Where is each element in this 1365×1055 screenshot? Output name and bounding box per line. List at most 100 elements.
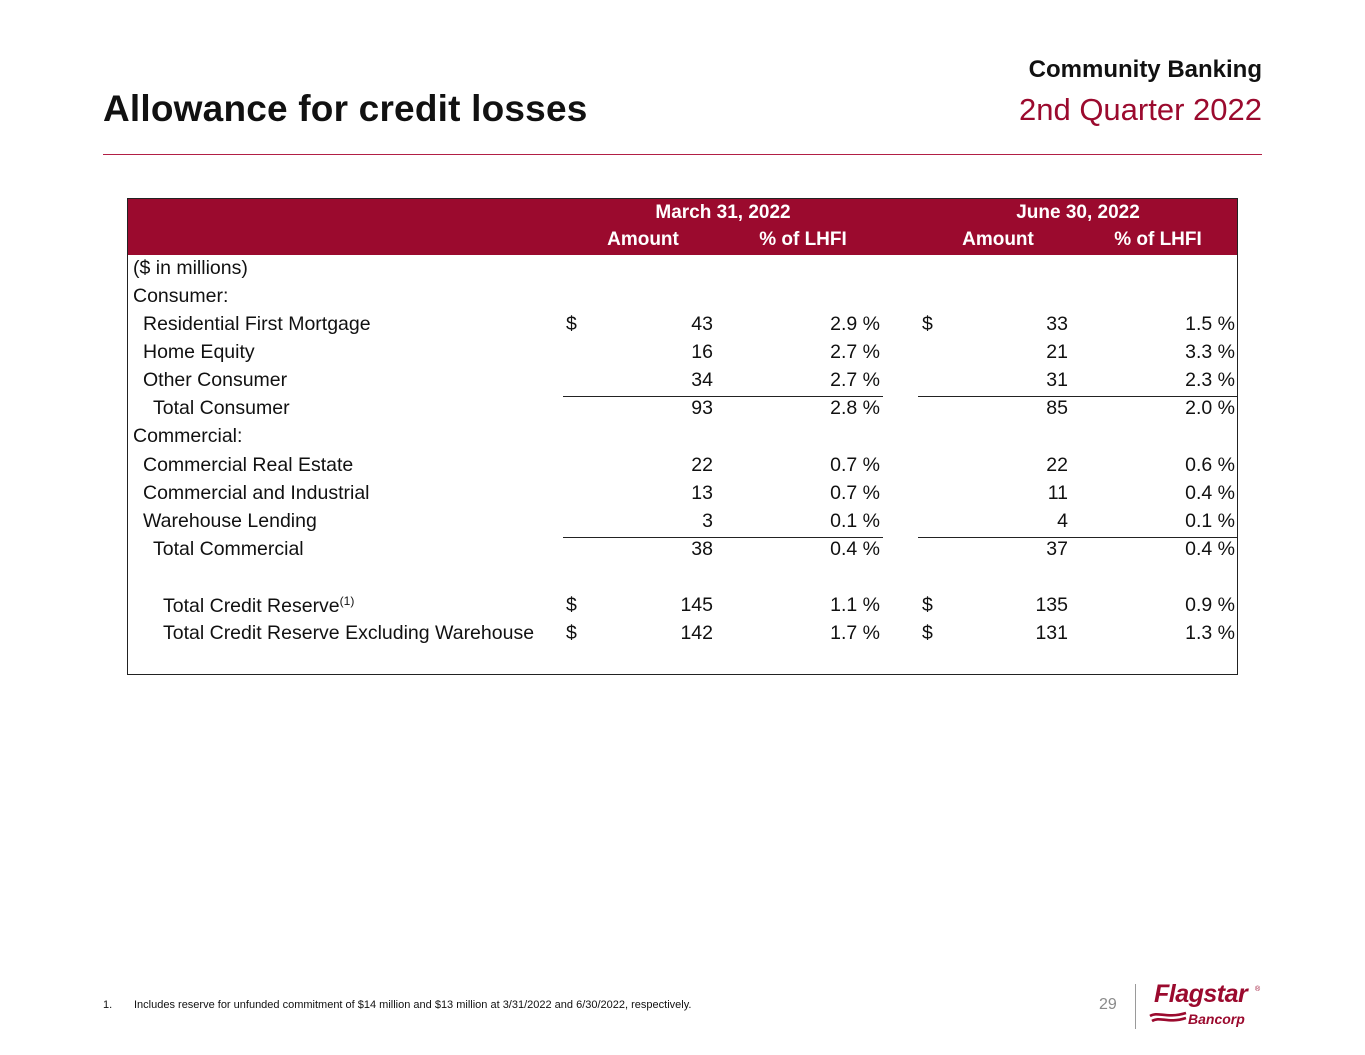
row-label-text: Total Credit Reserve [163, 595, 340, 617]
row-label: Total Credit Reserve(1) [163, 594, 354, 618]
march-amount: 16 [691, 341, 713, 363]
march-pct: 2.7 % [830, 341, 880, 363]
march-pct: 1.7 % [830, 622, 880, 644]
march-amount: 43 [691, 313, 713, 335]
march-pct: 1.1 % [830, 594, 880, 616]
june-amount: 22 [1046, 454, 1068, 476]
period-june-header: June 30, 2022 [1016, 202, 1140, 223]
march-pct: 0.1 % [830, 510, 880, 532]
period-march-header: March 31, 2022 [655, 202, 791, 223]
june-amount: 85 [1046, 397, 1068, 419]
row-label: Residential First Mortgage [143, 313, 371, 335]
row-label: Other Consumer [143, 369, 288, 391]
table-row: Other Consumer 34 2.7 % 31 2.3 % [128, 369, 1237, 397]
march-amount: 34 [691, 369, 713, 391]
march-pct: 2.9 % [830, 313, 880, 335]
title-divider [103, 154, 1262, 155]
march-amount-header: Amount [607, 229, 679, 250]
page-title: Allowance for credit losses [103, 88, 588, 129]
june-amount: 131 [1035, 622, 1068, 644]
june-pct: 0.1 % [1185, 510, 1235, 532]
row-label: Total Consumer [153, 397, 290, 419]
june-pct: 0.6 % [1185, 454, 1235, 476]
table-header: March 31, 2022 Amount % of LHFI June 30,… [128, 199, 1237, 255]
march-amount: 38 [691, 538, 713, 560]
table-row: Residential First Mortgage $ 43 2.9 % $ … [128, 313, 1237, 341]
table-row: Commercial and Industrial 13 0.7 % 11 0.… [128, 482, 1237, 510]
june-pct: 2.3 % [1185, 369, 1235, 391]
row-label: Commercial: [133, 425, 243, 447]
row-label: Consumer: [133, 285, 229, 307]
march-pct: 2.7 % [830, 369, 880, 391]
page-number: 29 [1099, 996, 1117, 1013]
march-amount: 93 [691, 397, 713, 419]
currency-symbol: $ [922, 313, 933, 335]
table-row: Consumer: [128, 285, 1237, 313]
june-pct: 1.3 % [1185, 622, 1235, 644]
row-label: Total Commercial [153, 538, 304, 560]
june-pct-header: % of LHFI [1114, 229, 1202, 250]
june-pct: 1.5 % [1185, 313, 1235, 335]
june-pct: 0.9 % [1185, 594, 1235, 616]
subtotal-rule [918, 396, 1238, 397]
june-amount: 4 [1057, 510, 1068, 532]
row-label: Commercial and Industrial [143, 482, 370, 504]
june-amount: 31 [1046, 369, 1068, 391]
march-amount: 142 [680, 622, 713, 644]
table-row: Commercial: [128, 425, 1237, 453]
section-label: Community Banking [1028, 56, 1262, 83]
june-amount: 37 [1046, 538, 1068, 560]
company-logo: Flagstar ® Bancorp [1145, 980, 1265, 1032]
june-amount-header: Amount [962, 229, 1034, 250]
june-amount: 21 [1046, 341, 1068, 363]
table-row: Total Consumer 93 2.8 % 85 2.0 % [128, 397, 1237, 425]
march-pct: 2.8 % [830, 397, 880, 419]
flag-swoosh-icon [1149, 1011, 1187, 1023]
footnote-ref: (1) [339, 594, 355, 608]
period-label: 2nd Quarter 2022 [1018, 92, 1262, 127]
units-note: ($ in millions) [133, 257, 248, 279]
march-amount: 145 [680, 594, 713, 616]
logo-divider [1135, 984, 1136, 1029]
june-amount: 135 [1035, 594, 1068, 616]
march-pct-header: % of LHFI [759, 229, 847, 250]
subtotal-rule [563, 537, 883, 538]
march-amount: 22 [691, 454, 713, 476]
june-pct: 3.3 % [1185, 341, 1235, 363]
march-pct: 0.7 % [830, 482, 880, 504]
june-pct: 0.4 % [1185, 538, 1235, 560]
registered-mark: ® [1255, 986, 1261, 993]
subtotal-rule [563, 396, 883, 397]
currency-symbol: $ [922, 594, 933, 616]
table-row: Home Equity 16 2.7 % 21 3.3 % [128, 341, 1237, 369]
subtotal-rule [918, 537, 1238, 538]
march-pct: 0.4 % [830, 538, 880, 560]
june-pct: 0.4 % [1185, 482, 1235, 504]
table-row: Warehouse Lending 3 0.1 % 4 0.1 % [128, 510, 1237, 538]
june-pct: 2.0 % [1185, 397, 1235, 419]
table-row: Total Commercial 38 0.4 % 37 0.4 % [128, 538, 1237, 566]
table-row: Total Credit Reserve(1) $ 145 1.1 % $ 13… [128, 594, 1237, 622]
logo-subtitle: Bancorp [1188, 1011, 1245, 1027]
footnote-number: 1. [103, 999, 113, 1011]
march-amount: 13 [691, 482, 713, 504]
footnote-text: Includes reserve for unfunded commitment… [134, 999, 692, 1011]
row-label: Warehouse Lending [143, 510, 317, 532]
currency-symbol: $ [566, 622, 577, 644]
row-label: Home Equity [143, 341, 255, 363]
june-amount: 11 [1047, 482, 1068, 504]
credit-losses-table: March 31, 2022 Amount % of LHFI June 30,… [127, 198, 1238, 675]
row-label: Total Credit Reserve Excluding Warehouse [163, 622, 535, 644]
table-row: Total Credit Reserve Excluding Warehouse… [128, 622, 1237, 650]
march-amount: 3 [702, 510, 713, 532]
currency-symbol: $ [566, 594, 577, 616]
march-pct: 0.7 % [830, 454, 880, 476]
footnote: 1. Includes reserve for unfunded commitme… [103, 999, 691, 1011]
june-amount: 33 [1046, 313, 1068, 335]
currency-symbol: $ [922, 622, 933, 644]
logo-wordmark: Flagstar [1154, 980, 1248, 1008]
units-row: ($ in millions) [128, 257, 1237, 285]
row-label: Commercial Real Estate [143, 454, 354, 476]
table-row: Commercial Real Estate 22 0.7 % 22 0.6 % [128, 454, 1237, 482]
currency-symbol: $ [566, 313, 577, 335]
